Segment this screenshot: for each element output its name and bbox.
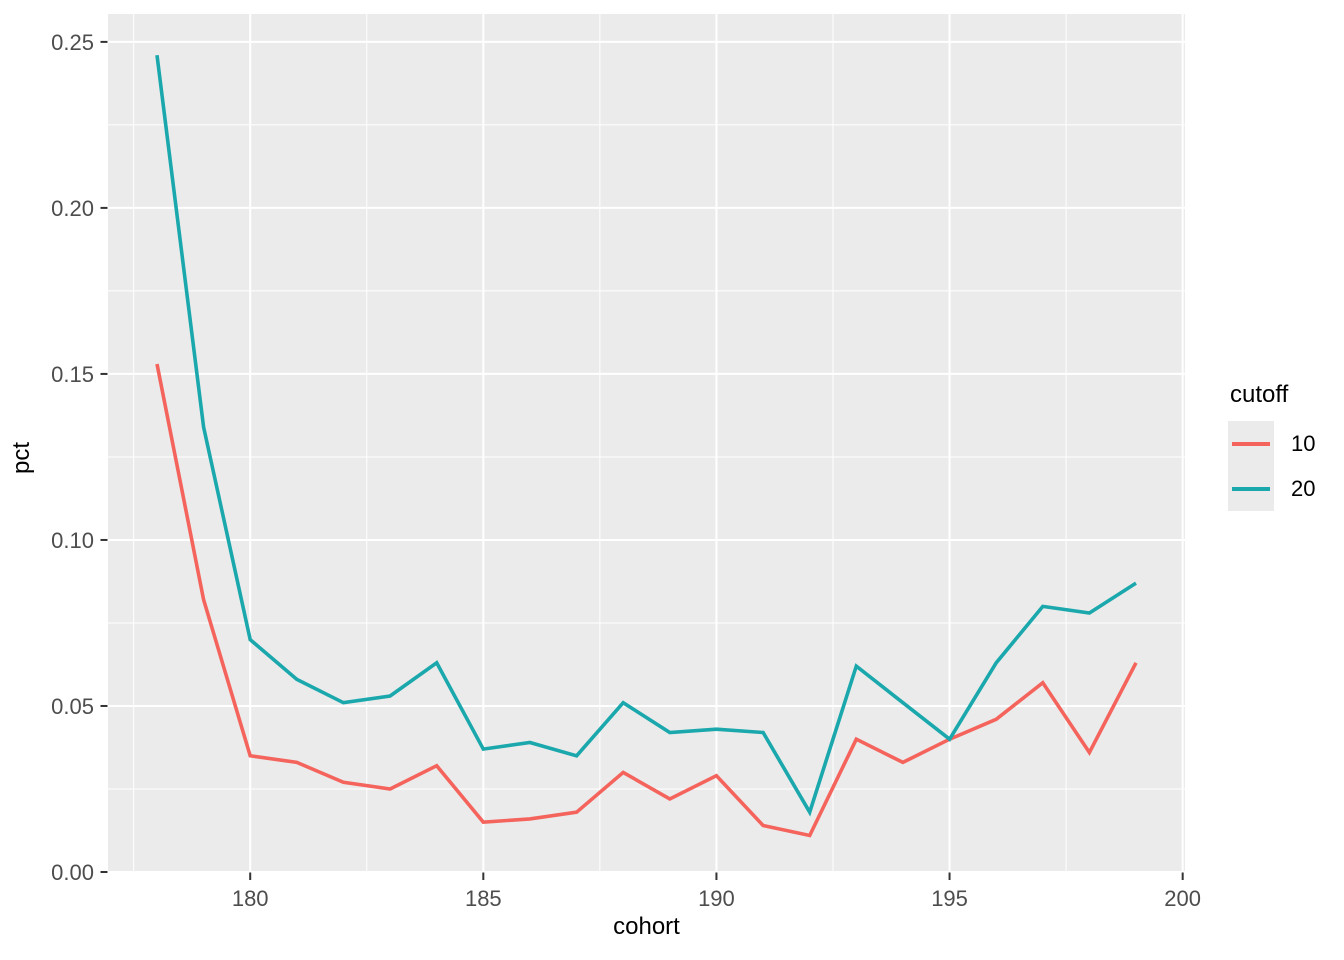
- panel-background: [108, 14, 1185, 872]
- x-tick-label: 180: [232, 886, 269, 911]
- legend-entry-20: 20: [1228, 466, 1315, 511]
- legend-label-20: 20: [1291, 475, 1316, 501]
- x-tick-label: 200: [1164, 886, 1201, 911]
- legend-title: cutoff: [1230, 381, 1289, 408]
- y-tick-label: 0.25: [51, 30, 94, 55]
- legend-entry-10: 10: [1228, 421, 1315, 466]
- x-tick-label: 195: [931, 886, 968, 911]
- legend: cutoff 10 20: [1228, 381, 1315, 511]
- y-tick-label: 0.15: [51, 362, 94, 387]
- legend-key-swatch-10: [1228, 421, 1274, 466]
- series-line-20: [155, 54, 1137, 817]
- y-axis-title: pct: [8, 441, 35, 474]
- y-tick-label: 0.05: [51, 694, 94, 719]
- y-tick-label: 0.10: [51, 528, 94, 553]
- legend-key-swatch-20: [1228, 466, 1274, 511]
- legend-label-10: 10: [1291, 430, 1316, 456]
- y-tick-label: 0.20: [51, 196, 94, 221]
- legend-key-line-10: [1232, 441, 1270, 446]
- x-axis-title: cohort: [613, 913, 680, 940]
- y-tick-label: 0.00: [51, 860, 94, 885]
- x-tick-label: 185: [465, 886, 502, 911]
- series-line-10: [155, 363, 1138, 838]
- legend-key-line-20: [1232, 486, 1270, 491]
- x-tick-label: 190: [698, 886, 735, 911]
